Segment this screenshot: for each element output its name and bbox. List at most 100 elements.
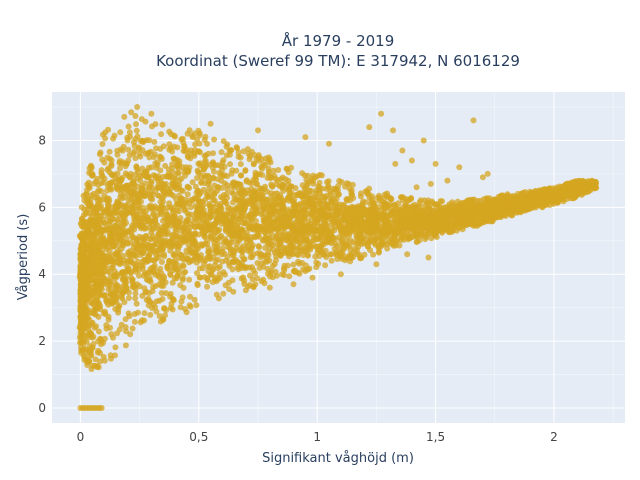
data-point [304, 251, 311, 258]
data-point [265, 168, 272, 175]
data-point [150, 248, 157, 255]
data-point [164, 173, 171, 179]
data-point [406, 235, 413, 242]
data-point [103, 256, 110, 263]
data-point [164, 211, 170, 218]
data-point [269, 220, 276, 226]
data-point [175, 270, 182, 277]
data-point [254, 210, 261, 216]
data-point [164, 204, 171, 211]
data-point [252, 281, 259, 288]
data-point [191, 296, 198, 303]
data-point [149, 264, 155, 271]
data-point [120, 269, 127, 275]
data-point [304, 172, 311, 179]
data-point [285, 250, 291, 257]
data-point [473, 214, 480, 220]
data-point [88, 244, 95, 251]
data-point [197, 149, 203, 156]
data-point [118, 160, 125, 167]
data-point [316, 186, 323, 193]
data-point [141, 317, 148, 324]
data-point [125, 289, 132, 296]
data-point [111, 275, 118, 282]
data-point [131, 199, 138, 206]
data-point [118, 237, 125, 244]
data-point [487, 218, 494, 225]
data-point [230, 190, 237, 197]
data-point [198, 174, 205, 181]
data-point [81, 248, 88, 255]
data-point [259, 172, 266, 178]
data-point [257, 185, 264, 192]
data-point [102, 135, 109, 142]
data-point [318, 172, 325, 179]
data-point [166, 141, 173, 148]
data-point [123, 235, 130, 242]
data-point [120, 214, 127, 221]
data-point [361, 251, 368, 258]
data-point [182, 199, 189, 206]
data-point [97, 212, 104, 219]
data-point [140, 208, 147, 215]
data-point [350, 195, 357, 201]
data-point [115, 309, 122, 316]
data-point [184, 169, 191, 176]
data-point [112, 352, 118, 359]
data-point [93, 206, 100, 213]
data-point [141, 310, 148, 317]
data-point [148, 242, 155, 249]
data-point [111, 237, 118, 244]
data-point [98, 227, 105, 234]
data-point [284, 211, 291, 218]
data-point [227, 229, 234, 236]
data-point [272, 195, 279, 202]
data-point [181, 234, 188, 241]
data-point [286, 219, 293, 226]
data-point [167, 290, 174, 297]
data-point [180, 275, 186, 281]
data-point [267, 159, 274, 166]
data-point [181, 228, 188, 235]
data-point [220, 157, 227, 164]
data-point [214, 176, 221, 183]
data-point [273, 257, 279, 264]
data-point [229, 236, 236, 243]
data-point [244, 200, 251, 206]
data-point [104, 213, 111, 220]
data-point [145, 252, 152, 259]
data-point [204, 140, 211, 147]
data-point [100, 179, 107, 186]
data-point [289, 212, 296, 219]
data-point [196, 191, 203, 198]
data-point [217, 274, 223, 281]
data-point [106, 220, 113, 227]
data-point [422, 236, 429, 243]
data-point [135, 199, 142, 206]
data-point [254, 196, 261, 202]
data-point [207, 248, 214, 255]
data-point [106, 281, 113, 288]
data-point [126, 129, 133, 136]
data-point [152, 304, 159, 311]
data-point [233, 205, 240, 212]
data-point [169, 279, 176, 286]
data-point [106, 247, 113, 254]
data-point [250, 251, 257, 258]
data-point [133, 300, 140, 307]
data-point [215, 248, 221, 255]
data-point [378, 216, 385, 223]
data-point [277, 176, 284, 183]
data-point [231, 218, 238, 225]
data-point [350, 239, 357, 246]
data-point [179, 188, 186, 194]
data-point [277, 241, 284, 248]
data-point [369, 193, 375, 200]
data-point [256, 244, 263, 251]
data-point [215, 265, 221, 272]
data-point [99, 156, 106, 163]
data-point [179, 135, 186, 142]
data-point [331, 205, 338, 211]
data-point [269, 183, 275, 190]
